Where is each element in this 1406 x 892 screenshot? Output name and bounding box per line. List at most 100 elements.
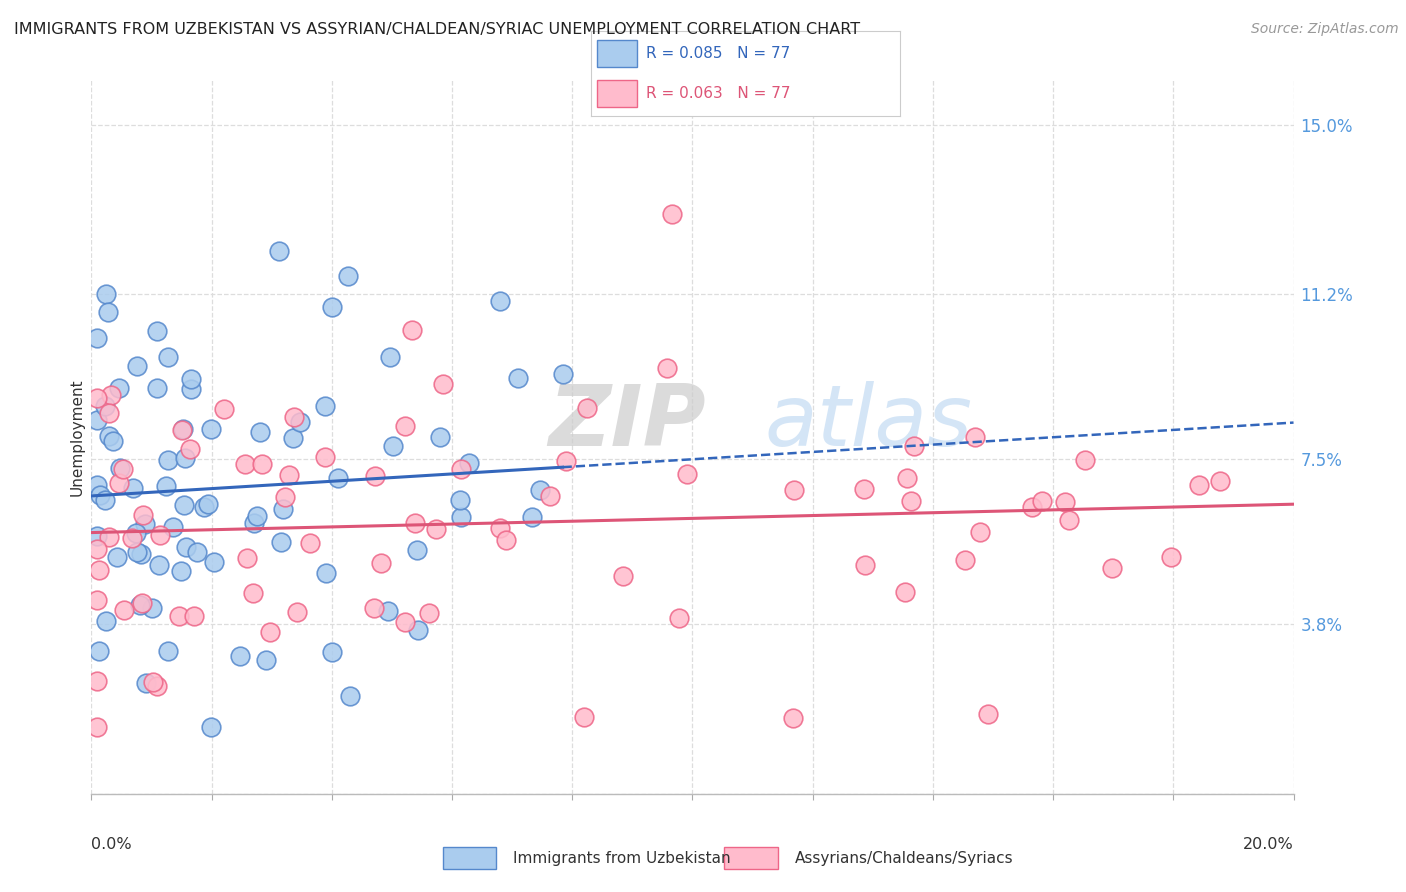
Y-axis label: Unemployment: Unemployment — [69, 378, 84, 496]
Point — [180, 382, 202, 396]
Point — [576, 401, 599, 415]
Point — [105, 549, 128, 564]
Point — [94, 287, 117, 301]
Point — [86, 541, 108, 556]
Point — [111, 462, 134, 476]
Point — [157, 453, 180, 467]
Text: Assyrians/Chaldeans/Syriacs: Assyrians/Chaldeans/Syriacs — [794, 851, 1012, 865]
Point — [495, 533, 517, 548]
Point — [314, 450, 336, 464]
Point — [131, 597, 153, 611]
Point — [107, 476, 129, 491]
Point — [449, 493, 471, 508]
Point — [180, 372, 202, 386]
Point — [458, 457, 481, 471]
Point — [394, 419, 416, 434]
Point — [174, 540, 197, 554]
Text: atlas: atlas — [765, 381, 973, 465]
Point — [259, 625, 281, 640]
Point — [146, 324, 169, 338]
Bar — [596, 40, 637, 67]
Point — [551, 367, 574, 381]
Point — [197, 497, 219, 511]
Point — [155, 479, 177, 493]
Point — [450, 509, 472, 524]
Point — [1053, 495, 1076, 509]
Point — [156, 350, 179, 364]
Point — [229, 648, 252, 663]
Text: ZIP: ZIP — [548, 381, 706, 465]
Point — [149, 528, 172, 542]
Text: R = 0.063   N = 77: R = 0.063 N = 77 — [647, 87, 790, 102]
Point — [336, 268, 359, 283]
Point — [97, 305, 120, 319]
Point — [418, 606, 440, 620]
Point — [364, 469, 387, 483]
Point — [94, 492, 117, 507]
Point — [93, 399, 115, 413]
Point — [274, 490, 297, 504]
Point — [183, 609, 205, 624]
Point — [134, 517, 156, 532]
Point — [281, 431, 304, 445]
Text: R = 0.085   N = 77: R = 0.085 N = 77 — [647, 45, 790, 61]
Point — [380, 350, 402, 364]
Point — [394, 615, 416, 630]
Point — [1074, 453, 1097, 467]
Point — [489, 294, 512, 309]
Point — [432, 376, 454, 391]
Point — [404, 516, 426, 531]
Point — [953, 553, 976, 567]
Point — [179, 442, 201, 457]
Point — [233, 457, 256, 471]
Point — [321, 645, 343, 659]
Point — [125, 545, 148, 559]
Point — [254, 653, 277, 667]
Text: 20.0%: 20.0% — [1243, 837, 1294, 852]
Point — [370, 556, 392, 570]
Point — [212, 401, 235, 416]
Point — [108, 381, 131, 395]
Point — [186, 545, 208, 559]
Point — [172, 423, 194, 437]
Point — [676, 467, 699, 482]
Point — [86, 392, 108, 406]
Point — [100, 388, 122, 402]
Point — [529, 483, 551, 498]
Point — [489, 521, 512, 535]
Point — [1209, 474, 1232, 488]
Point — [538, 489, 561, 503]
Point — [363, 601, 385, 615]
Point — [89, 563, 111, 577]
Point — [401, 323, 423, 337]
Point — [142, 675, 165, 690]
Point — [429, 430, 451, 444]
Point — [655, 361, 678, 376]
Point — [200, 422, 222, 436]
Point — [121, 531, 143, 545]
Point — [86, 720, 108, 734]
Point — [94, 615, 117, 629]
Point — [894, 585, 917, 599]
Point — [141, 601, 163, 615]
Point — [101, 434, 124, 448]
Point — [782, 711, 804, 725]
Bar — [596, 80, 637, 108]
Point — [277, 467, 299, 482]
Point — [1101, 561, 1123, 575]
Point — [122, 481, 145, 495]
Point — [1031, 493, 1053, 508]
Point — [328, 470, 350, 484]
Point — [1021, 500, 1043, 514]
Point — [896, 471, 918, 485]
Point — [283, 409, 305, 424]
Point — [249, 425, 271, 439]
Point — [852, 482, 875, 496]
Point — [242, 586, 264, 600]
Point — [174, 451, 197, 466]
Point — [377, 604, 399, 618]
Point — [243, 516, 266, 530]
Point — [193, 500, 215, 515]
Point — [145, 382, 167, 396]
Point — [299, 536, 322, 550]
